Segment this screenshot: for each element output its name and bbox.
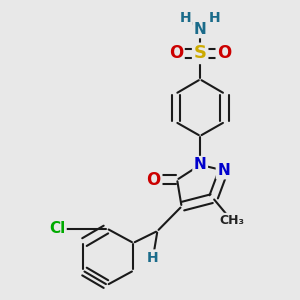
Text: N: N bbox=[194, 158, 206, 172]
Text: H: H bbox=[209, 11, 221, 25]
Text: CH₃: CH₃ bbox=[219, 214, 244, 227]
Text: N: N bbox=[217, 163, 230, 178]
Text: S: S bbox=[194, 44, 207, 62]
Text: H: H bbox=[147, 251, 159, 265]
Text: O: O bbox=[169, 44, 183, 62]
Text: Cl: Cl bbox=[49, 221, 65, 236]
Text: N: N bbox=[194, 22, 206, 37]
Text: O: O bbox=[217, 44, 231, 62]
Text: H: H bbox=[179, 11, 191, 25]
Text: O: O bbox=[147, 171, 161, 189]
